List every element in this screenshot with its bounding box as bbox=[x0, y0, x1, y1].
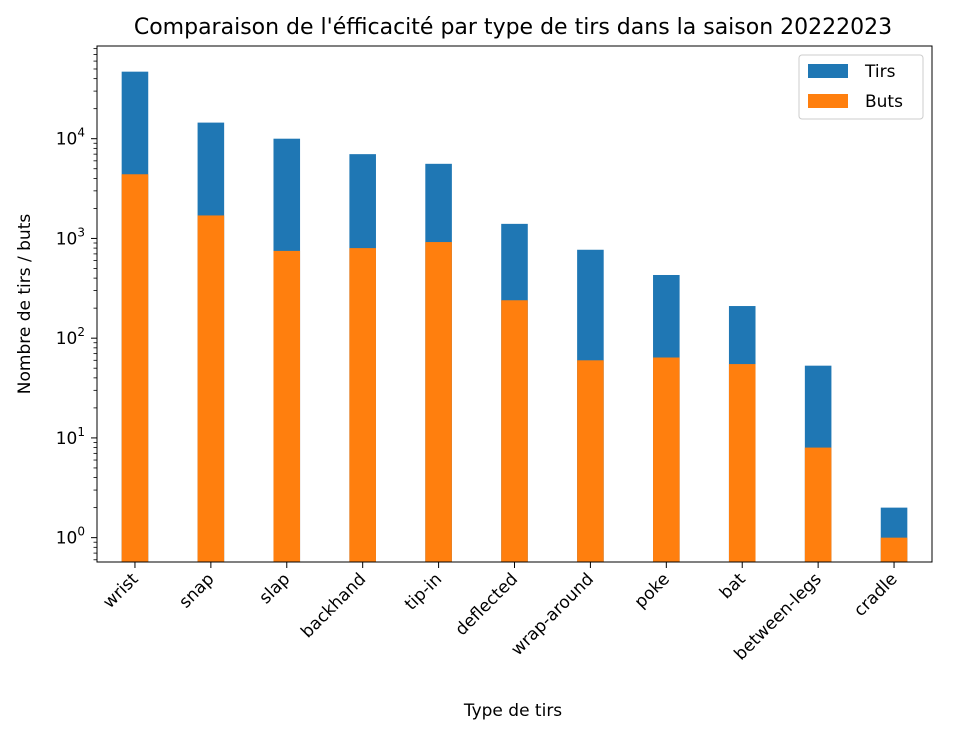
y-tick-label: 100 bbox=[56, 525, 85, 549]
legend-swatch-buts bbox=[808, 94, 848, 108]
legend: Tirs Buts bbox=[798, 54, 924, 120]
bar-buts-cradle bbox=[880, 537, 908, 562]
bars-group bbox=[121, 71, 908, 563]
y-tick-label: 101 bbox=[56, 425, 85, 449]
bar-buts-wrap-around bbox=[577, 360, 604, 562]
y-tick-label: 103 bbox=[56, 225, 85, 249]
legend-label-buts: Buts bbox=[865, 92, 903, 112]
legend-label-tirs: Tirs bbox=[864, 62, 896, 82]
bar-buts-deflected bbox=[501, 300, 528, 562]
bar-buts-backhand bbox=[349, 248, 376, 562]
bar-buts-tip-in bbox=[425, 242, 452, 562]
x-axis-label: Type de tirs bbox=[463, 701, 562, 721]
bar-buts-between-legs bbox=[804, 447, 832, 562]
bar-buts-snap bbox=[197, 215, 225, 563]
legend-swatch-tirs bbox=[808, 64, 848, 78]
bar-buts-poke bbox=[653, 357, 680, 562]
bar-buts-wrist bbox=[121, 174, 149, 563]
bar-buts-bat bbox=[728, 364, 756, 562]
y-tick-label: 104 bbox=[56, 126, 85, 150]
bar-buts-slap bbox=[273, 250, 301, 562]
chart-title: Comparaison de l'éfficacité par type de … bbox=[134, 15, 892, 40]
y-axis: 100 101 102 103 104 bbox=[56, 48, 97, 561]
y-tick-label: 102 bbox=[56, 325, 85, 349]
y-axis-label: Nombre de tirs / buts bbox=[15, 214, 35, 395]
